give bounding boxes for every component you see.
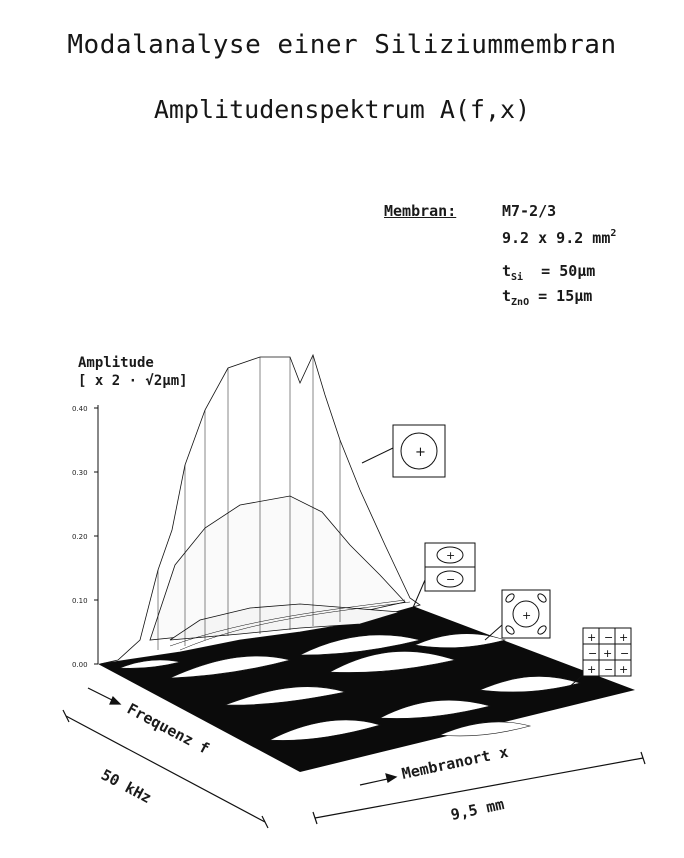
amplitude-axis-label-line2: [ x 2 · √2μm]: [78, 373, 188, 389]
amplitude-tick-label: 0.30: [72, 469, 88, 477]
membrane-id: M7-2/3: [502, 202, 557, 220]
thickness-si-value: = 50μm: [541, 262, 596, 280]
position-arrowhead: [385, 773, 398, 783]
membrane-label: Membran:: [384, 202, 457, 220]
frequency-span-cap: [261, 815, 269, 829]
mode-1-nodal-circle: [400, 432, 438, 470]
grid-line: [169, 599, 406, 647]
membrane-size-sup: 2: [610, 228, 617, 239]
thickness-zno-value: = 15μm: [538, 287, 593, 305]
grid-line: [179, 601, 411, 651]
frequency-span-label: 50 kHz: [98, 766, 154, 807]
amplitude-tick-label: 0.00: [72, 661, 88, 669]
mode-1-sign: +: [415, 445, 426, 460]
chart-subtitle: Amplitudenspektrum A(f,x): [153, 95, 531, 124]
thickness-zno: tZnO = 15μm: [502, 287, 592, 308]
frequency-arrowhead: [109, 695, 122, 705]
mode-3-corner: [505, 625, 515, 635]
mode-2-lobe-top: [436, 546, 464, 564]
mode-2-sign-top: +: [446, 549, 455, 562]
mode-3-corner: [537, 593, 547, 603]
mode-insets: + + − + + − + − + − + − +: [361, 424, 632, 689]
position-axis: [312, 751, 646, 825]
mode-4-sign: −: [604, 631, 613, 644]
amplitude-axis: [94, 405, 99, 665]
position-span-cap: [640, 751, 646, 765]
ridge: [268, 719, 382, 741]
amplitude-tick-labels: 0.40 0.30 0.20 0.10 0.00: [72, 405, 88, 669]
mode-4-sign: −: [620, 647, 629, 660]
frequency-span-cap: [62, 709, 70, 723]
amplitude-axis-label-line1: Amplitude: [78, 355, 154, 371]
ridge: [119, 659, 181, 669]
mode-4-sign: −: [588, 647, 597, 660]
amplitude-tick-label: 0.40: [72, 405, 88, 413]
leader-line: [567, 674, 584, 689]
thickness-zno-sub: ZnO: [511, 297, 530, 308]
ridge: [169, 655, 291, 679]
ridge: [478, 676, 582, 693]
peak-grid-lines: [157, 355, 411, 651]
position-span-line: [314, 757, 644, 819]
mode-4-sign: +: [603, 647, 612, 660]
mode-4-inset: [582, 627, 632, 677]
ridge: [438, 721, 532, 737]
mode-4-sign: +: [619, 663, 628, 676]
ridge: [413, 633, 507, 649]
ridge: [328, 651, 457, 673]
amplitude-axis-label: Amplitude [ x 2 · √2μm]: [78, 354, 188, 390]
frequency-span-line: [65, 715, 266, 823]
leader-line: [411, 579, 426, 611]
leader-line: [484, 624, 503, 641]
thickness-zno-symbol: t: [502, 287, 512, 305]
mode-3-peak: [169, 603, 401, 641]
mode-4-sign: +: [587, 631, 596, 644]
ridge: [224, 686, 346, 706]
mode-3-corner: [505, 593, 515, 603]
amplitude-tick-label: 0.10: [72, 597, 88, 605]
mode-4-sign: +: [619, 631, 628, 644]
mode-3-nodal-circle: [512, 600, 540, 628]
position-span-cap: [312, 811, 318, 825]
mode-4-sign: −: [604, 663, 613, 676]
thickness-si: tSi = 50μm: [502, 262, 595, 283]
surface-ridges: [119, 633, 582, 741]
mode-2-sign-bottom: −: [446, 573, 455, 586]
mode-3-corner: [537, 625, 547, 635]
position-axis-label: Membranort x: [400, 743, 510, 783]
chart-title: Modalanalyse einer Siliziummembran: [67, 30, 617, 60]
ridge: [299, 634, 421, 656]
thickness-si-sub: Si: [511, 272, 524, 283]
surface-base: [98, 605, 635, 772]
mode-2-lobe-bottom: [436, 570, 464, 588]
thickness-si-symbol: t: [502, 262, 512, 280]
amplitude-tick-label: 0.20: [72, 533, 88, 541]
position-arrow-line: [359, 777, 393, 786]
ridge: [378, 699, 492, 719]
membrane-size: 9.2 x 9.2 mm2: [502, 228, 616, 247]
mode-4-sign: +: [587, 663, 596, 676]
leader-line: [361, 447, 394, 464]
membrane-size-value: 9.2 x 9.2 mm: [502, 229, 611, 247]
frequency-axis: [62, 687, 269, 829]
mode-3-sign: +: [522, 609, 531, 622]
mode-4-signs: + − + − + − + − +: [587, 631, 629, 676]
position-span-label: 9,5 mm: [449, 795, 506, 824]
